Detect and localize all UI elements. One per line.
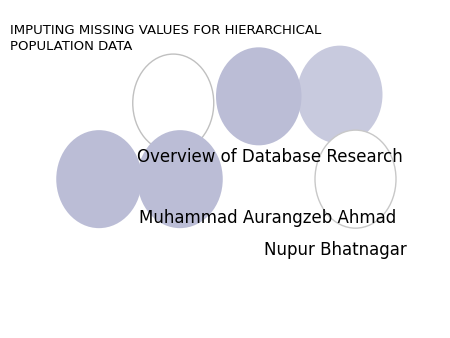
- Ellipse shape: [297, 46, 382, 144]
- Ellipse shape: [315, 130, 396, 228]
- Ellipse shape: [133, 54, 214, 152]
- Ellipse shape: [137, 130, 223, 228]
- Text: Nupur Bhatnagar: Nupur Bhatnagar: [264, 241, 407, 259]
- Text: Overview of Database Research: Overview of Database Research: [137, 148, 403, 166]
- Ellipse shape: [56, 130, 142, 228]
- Text: Muhammad Aurangzeb Ahmad: Muhammad Aurangzeb Ahmad: [139, 209, 396, 227]
- Ellipse shape: [216, 47, 302, 145]
- Text: IMPUTING MISSING VALUES FOR HIERARCHICAL
POPULATION DATA: IMPUTING MISSING VALUES FOR HIERARCHICAL…: [10, 24, 321, 53]
